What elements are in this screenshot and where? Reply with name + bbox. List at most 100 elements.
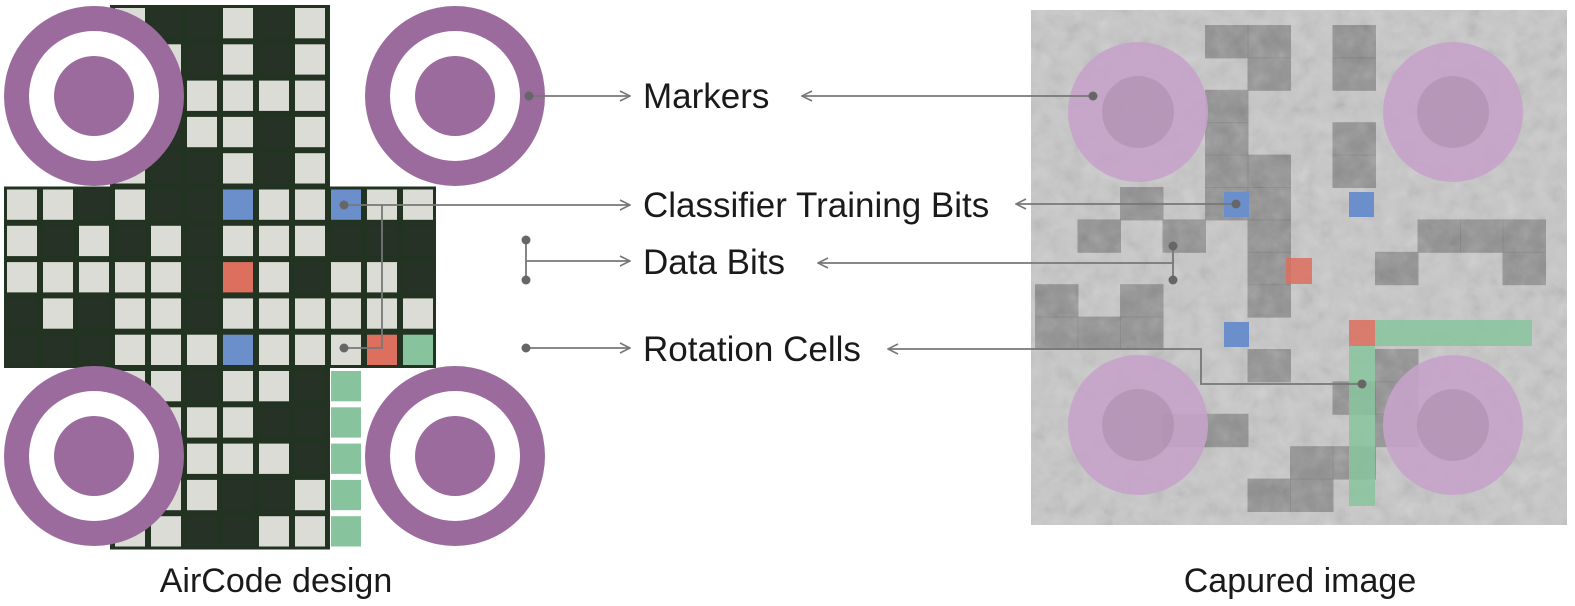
light-cell xyxy=(7,262,37,293)
dark-cell xyxy=(259,116,289,148)
light-cell xyxy=(187,116,217,148)
light-cell xyxy=(259,443,289,474)
dark-cell xyxy=(187,44,217,75)
rotation-cell xyxy=(331,516,361,547)
leader-dot xyxy=(339,200,349,210)
light-cell xyxy=(295,225,325,257)
light-cell xyxy=(223,298,253,329)
grid-horizontal-arm xyxy=(4,186,436,368)
light-cell xyxy=(403,298,433,329)
light-cell xyxy=(151,262,181,293)
photo-classifier-bit xyxy=(1349,192,1374,217)
light-cell xyxy=(151,298,181,329)
leader-dot xyxy=(521,235,531,245)
captured-image xyxy=(1031,10,1567,525)
light-cell xyxy=(187,407,217,438)
light-cell xyxy=(223,225,253,257)
photo-marker xyxy=(1068,42,1208,182)
light-cell xyxy=(115,189,145,220)
rotation-cell xyxy=(403,334,433,365)
photo-data-bit xyxy=(1349,320,1375,346)
dark-cell xyxy=(259,44,289,75)
marker-core xyxy=(54,56,134,136)
light-cell xyxy=(259,225,289,257)
leader-dot xyxy=(1088,91,1098,101)
light-cell xyxy=(223,44,253,75)
dark-cell xyxy=(187,225,217,257)
light-cell xyxy=(295,80,325,111)
dark-cell xyxy=(295,443,325,474)
photo-marker xyxy=(1068,355,1208,495)
light-cell xyxy=(223,8,253,39)
leader-lines xyxy=(344,96,1362,385)
classifier-training-bit xyxy=(223,334,253,365)
dark-cell xyxy=(187,516,217,547)
leader-dot xyxy=(1168,241,1178,251)
dark-cell xyxy=(259,8,289,39)
light-cell xyxy=(223,371,253,402)
photo-marker-center xyxy=(1102,76,1174,148)
dark-cell xyxy=(115,225,145,257)
dark-cell xyxy=(403,262,433,293)
light-cell xyxy=(259,516,289,547)
light-cell xyxy=(259,189,289,220)
leader-dot xyxy=(1357,379,1367,389)
marker xyxy=(365,366,545,546)
marker xyxy=(4,366,184,546)
dark-cell xyxy=(223,479,253,511)
light-cell xyxy=(151,516,181,547)
light-cell xyxy=(43,262,73,293)
marker-core xyxy=(415,56,495,136)
light-cell xyxy=(259,262,289,293)
leader-dot xyxy=(521,275,531,285)
label-data-bits: Data Bits xyxy=(643,243,785,282)
light-cell xyxy=(295,189,325,220)
data-bit xyxy=(223,262,253,293)
rotation-cell xyxy=(331,407,361,438)
marker-core xyxy=(54,416,134,496)
photo-marker xyxy=(1383,355,1523,495)
dark-cell xyxy=(259,479,289,511)
dark-cell xyxy=(187,8,217,39)
light-cell xyxy=(295,153,325,184)
caption-aircode-design: AirCode design xyxy=(160,562,392,600)
light-cell xyxy=(187,80,217,111)
dark-cell xyxy=(79,334,109,365)
light-cell xyxy=(295,44,325,75)
dark-cell xyxy=(331,225,361,257)
dark-cell xyxy=(295,262,325,293)
dark-cell xyxy=(187,298,217,329)
light-cell xyxy=(331,298,361,329)
dark-cell xyxy=(259,153,289,184)
light-cell xyxy=(223,80,253,111)
light-cell xyxy=(115,298,145,329)
light-cell xyxy=(187,479,217,511)
light-cell xyxy=(151,225,181,257)
label-rotation-cells: Rotation Cells xyxy=(643,330,861,369)
light-cell xyxy=(79,262,109,293)
dark-cell xyxy=(7,298,37,329)
leader-dots xyxy=(339,91,1367,389)
light-cell xyxy=(223,153,253,184)
light-cell xyxy=(295,334,325,365)
light-cell xyxy=(295,516,325,547)
design-markers xyxy=(4,6,545,546)
light-cell xyxy=(259,298,289,329)
rotation-cell xyxy=(331,371,361,402)
classifier-training-bit xyxy=(223,189,253,220)
dark-cell xyxy=(403,225,433,257)
marker xyxy=(365,6,545,186)
light-cell xyxy=(7,189,37,220)
light-cell xyxy=(187,334,217,365)
dark-cell xyxy=(43,334,73,365)
photo-data-bit xyxy=(1286,258,1312,284)
light-cell xyxy=(223,407,253,438)
light-cell xyxy=(259,371,289,402)
light-cell xyxy=(187,443,217,474)
light-cell xyxy=(7,225,37,257)
light-cell xyxy=(295,479,325,511)
photo-classifier-bit xyxy=(1224,322,1249,347)
leader-dot xyxy=(1231,199,1241,209)
leader-dot xyxy=(521,343,531,353)
